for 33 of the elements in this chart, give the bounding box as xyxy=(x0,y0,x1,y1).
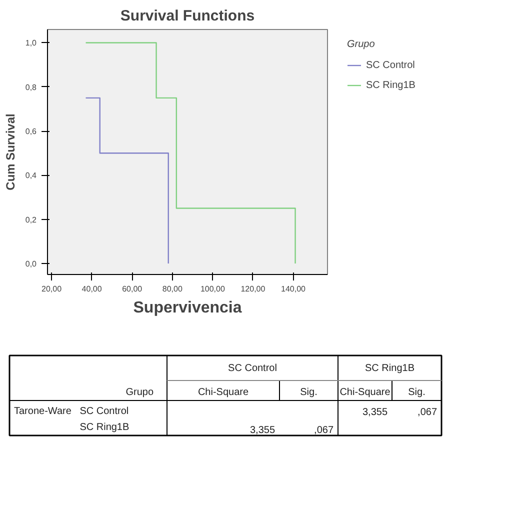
text: Chi-Square xyxy=(198,387,249,398)
y-tick-label: 0,6 xyxy=(25,127,38,136)
y-tick-label: 0,0 xyxy=(25,259,38,268)
x-tick-label: 140,00 xyxy=(281,284,306,294)
text: Tarone-Ware xyxy=(14,406,72,417)
text: 3,355 xyxy=(362,407,388,418)
y-tick-label: 0,4 xyxy=(25,171,38,180)
chart-title: Survival Functions xyxy=(120,8,255,24)
text: SC Ring1B xyxy=(365,363,415,374)
y-tick-label: 0,8 xyxy=(25,82,38,92)
text: ,067 xyxy=(418,407,438,418)
legend-label: SC Control xyxy=(366,60,415,70)
legend-label: SC Ring1B xyxy=(366,80,416,90)
text: Grupo xyxy=(126,387,154,398)
y-tick-label: 0,2 xyxy=(25,215,38,224)
x-tick-label: 60,00 xyxy=(122,284,143,294)
x-tick-label: 80,00 xyxy=(162,284,183,294)
y-axis-title: Cum Survival xyxy=(3,114,18,190)
text: ,067 xyxy=(314,425,334,436)
x-axis-title: Supervivencia xyxy=(133,300,242,316)
y-tick-label: 1,0 xyxy=(25,38,38,48)
text: Sig. xyxy=(408,387,426,398)
text: Chi-Square xyxy=(340,387,391,398)
text: SC Ring1B xyxy=(80,422,130,433)
text: SC Control xyxy=(80,406,129,417)
text: SC Control xyxy=(228,363,277,374)
x-tick-label: 20,00 xyxy=(42,284,62,294)
x-tick-label: 120,00 xyxy=(240,284,266,294)
text: Sig. xyxy=(300,387,318,398)
legend-title: Grupo xyxy=(347,39,376,50)
text: 3,355 xyxy=(250,425,276,436)
x-tick-label: 100,00 xyxy=(200,284,226,294)
x-tick-label: 40,00 xyxy=(82,284,102,294)
